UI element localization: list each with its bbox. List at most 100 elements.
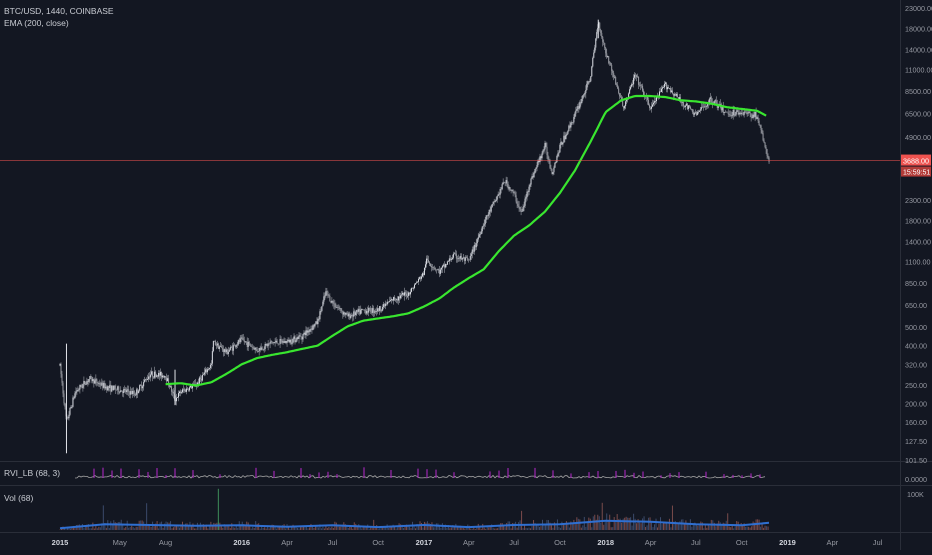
price-badge — [901, 154, 931, 166]
candle-body — [232, 345, 234, 351]
candle-body — [128, 389, 130, 393]
candle-body — [203, 372, 205, 375]
candle-body — [536, 165, 538, 168]
candle-body — [252, 347, 254, 348]
y-tick-label: 6500.00 — [905, 109, 931, 118]
candle-body — [493, 201, 495, 203]
candle-body — [582, 95, 584, 99]
candle-body — [336, 307, 338, 308]
candle-body — [140, 384, 142, 386]
candle-body — [109, 384, 111, 388]
candle-body — [635, 74, 637, 76]
candle-body — [414, 284, 416, 288]
candle-body — [241, 337, 243, 339]
candle-body — [299, 335, 301, 337]
candle-body — [345, 312, 347, 315]
candle-body — [351, 315, 353, 316]
candle-body — [373, 308, 375, 313]
y-tick-label: 850.00 — [905, 279, 927, 288]
candle-body — [188, 387, 190, 391]
volume-ma-line — [59, 519, 770, 530]
candle-body — [133, 390, 135, 394]
candle-body — [144, 379, 146, 383]
candle-body — [210, 363, 212, 365]
candle-body — [135, 394, 137, 396]
candle-body — [96, 379, 98, 383]
candle-body — [612, 71, 614, 73]
candle-body — [60, 363, 62, 375]
candle-body — [148, 376, 150, 380]
candle-body — [706, 103, 708, 107]
candle-body — [64, 403, 66, 407]
rvi-line — [74, 474, 766, 479]
candle-body — [588, 81, 590, 82]
candle-body — [256, 348, 258, 352]
candle-body — [329, 295, 331, 302]
candle-body — [149, 376, 151, 378]
candle-body — [431, 267, 433, 268]
y-tick-label: 101.50 — [905, 456, 927, 465]
candle-body — [415, 283, 417, 285]
candle-body — [543, 149, 545, 151]
candle-body — [426, 258, 428, 260]
candle-body — [568, 125, 570, 132]
candle-body — [639, 84, 641, 86]
volume-legend[interactable]: Vol (68) — [4, 493, 34, 503]
candle-body — [734, 114, 736, 116]
candle-body — [189, 385, 191, 388]
candle-body — [419, 277, 421, 279]
candle-body — [467, 259, 469, 261]
candle-body — [605, 47, 607, 54]
candle-body — [100, 385, 102, 386]
candle-body — [615, 76, 617, 85]
candle-body — [709, 97, 711, 99]
candle-body — [708, 98, 710, 105]
candle-body — [725, 111, 727, 113]
y-tick-label: 18000.00 — [905, 24, 932, 33]
candle-body — [260, 347, 262, 351]
candle-body — [409, 292, 411, 295]
symbol-title[interactable]: BTC/USD, 1440, COINBASE — [4, 6, 114, 16]
candle-body — [601, 32, 603, 37]
candle-body — [131, 391, 133, 395]
candle-body — [726, 111, 728, 113]
ema-legend[interactable]: EMA (200, close) — [4, 18, 69, 28]
candle-body — [412, 288, 414, 289]
candle-body — [286, 340, 288, 343]
candle-body — [596, 32, 598, 39]
candle-body — [501, 184, 503, 190]
candle-body — [88, 378, 90, 382]
candle-body — [654, 101, 656, 103]
candle-body — [617, 84, 619, 89]
candle-body — [463, 257, 465, 261]
candle-body — [379, 306, 381, 311]
candle-body — [243, 339, 245, 342]
rvi-legend[interactable]: RVI_LB (68, 3) — [4, 468, 61, 478]
x-tick-label: Jul — [691, 538, 701, 547]
candle-body — [138, 390, 140, 394]
candle-body — [701, 106, 703, 108]
candle-body — [488, 209, 490, 215]
candle-body — [306, 330, 308, 333]
candle-body — [750, 114, 752, 118]
countdown-badge — [901, 166, 931, 177]
candle-body — [629, 89, 631, 94]
candle-body — [604, 42, 606, 48]
candle-body — [392, 299, 394, 301]
candle-body — [219, 345, 221, 347]
candle-body — [454, 253, 456, 255]
candle-body — [503, 182, 505, 184]
candle-body — [447, 261, 449, 262]
candle-body — [524, 198, 526, 206]
candle-body — [504, 182, 506, 184]
candle-body — [699, 109, 701, 111]
candle-body — [420, 276, 422, 279]
candle-body — [402, 292, 404, 295]
candle-body — [270, 341, 272, 343]
candle-body — [273, 342, 275, 344]
candle-body — [63, 393, 65, 404]
candle-body — [674, 94, 676, 96]
candle-body — [146, 379, 148, 380]
